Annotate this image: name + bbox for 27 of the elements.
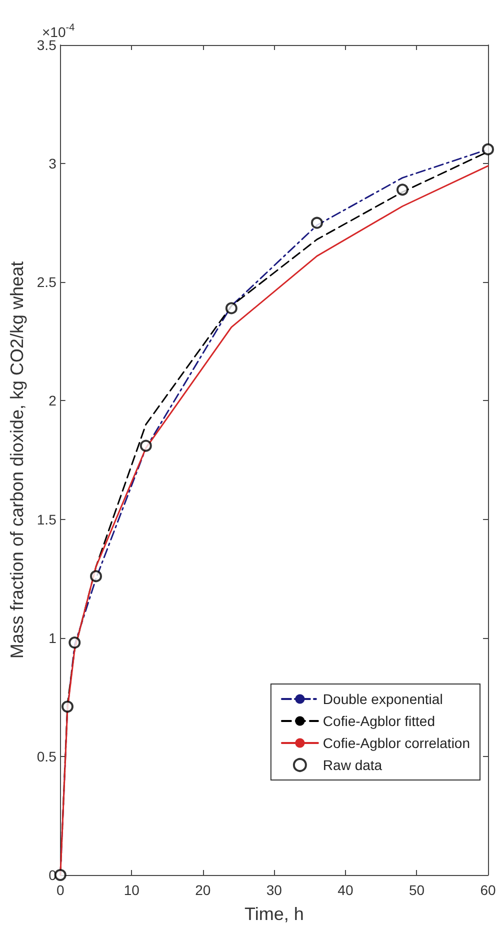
point <box>225 302 238 314</box>
y-axis-title: Mass fraction of carbon dioxide, kg CO2/kg wheat <box>7 261 27 659</box>
point <box>140 440 152 452</box>
legend-label: Double exponential <box>322 691 443 707</box>
y-tick-label: 1.5 <box>36 511 57 528</box>
y-tick-label: 1 <box>48 630 57 646</box>
point <box>68 636 81 649</box>
y-tick-label: 3.5 <box>36 37 57 53</box>
point <box>90 570 102 582</box>
y-tick-label: 2.5 <box>36 274 57 290</box>
legend-label: Cofie-Agblor correlation <box>322 735 470 751</box>
legend-label: Raw data <box>322 757 382 773</box>
x-tick-label: 50 <box>408 882 425 898</box>
x-tick-label: 20 <box>195 882 211 898</box>
point <box>62 700 74 713</box>
x-axis-title: Time, h <box>244 904 304 924</box>
legend-label: Cofie-Agblor fitted <box>322 713 435 729</box>
point <box>310 216 323 229</box>
y-tick-label: 0.5 <box>36 748 57 764</box>
x-tick-label: 10 <box>124 882 140 898</box>
point <box>482 143 494 156</box>
point <box>396 184 408 196</box>
x-tick-label: 30 <box>266 882 282 898</box>
y-tick-label: 3 <box>48 156 57 172</box>
x-tick-label: 40 <box>338 882 354 898</box>
x-tick-label: 60 <box>480 882 496 898</box>
y-tick-label: 2 <box>48 392 57 409</box>
